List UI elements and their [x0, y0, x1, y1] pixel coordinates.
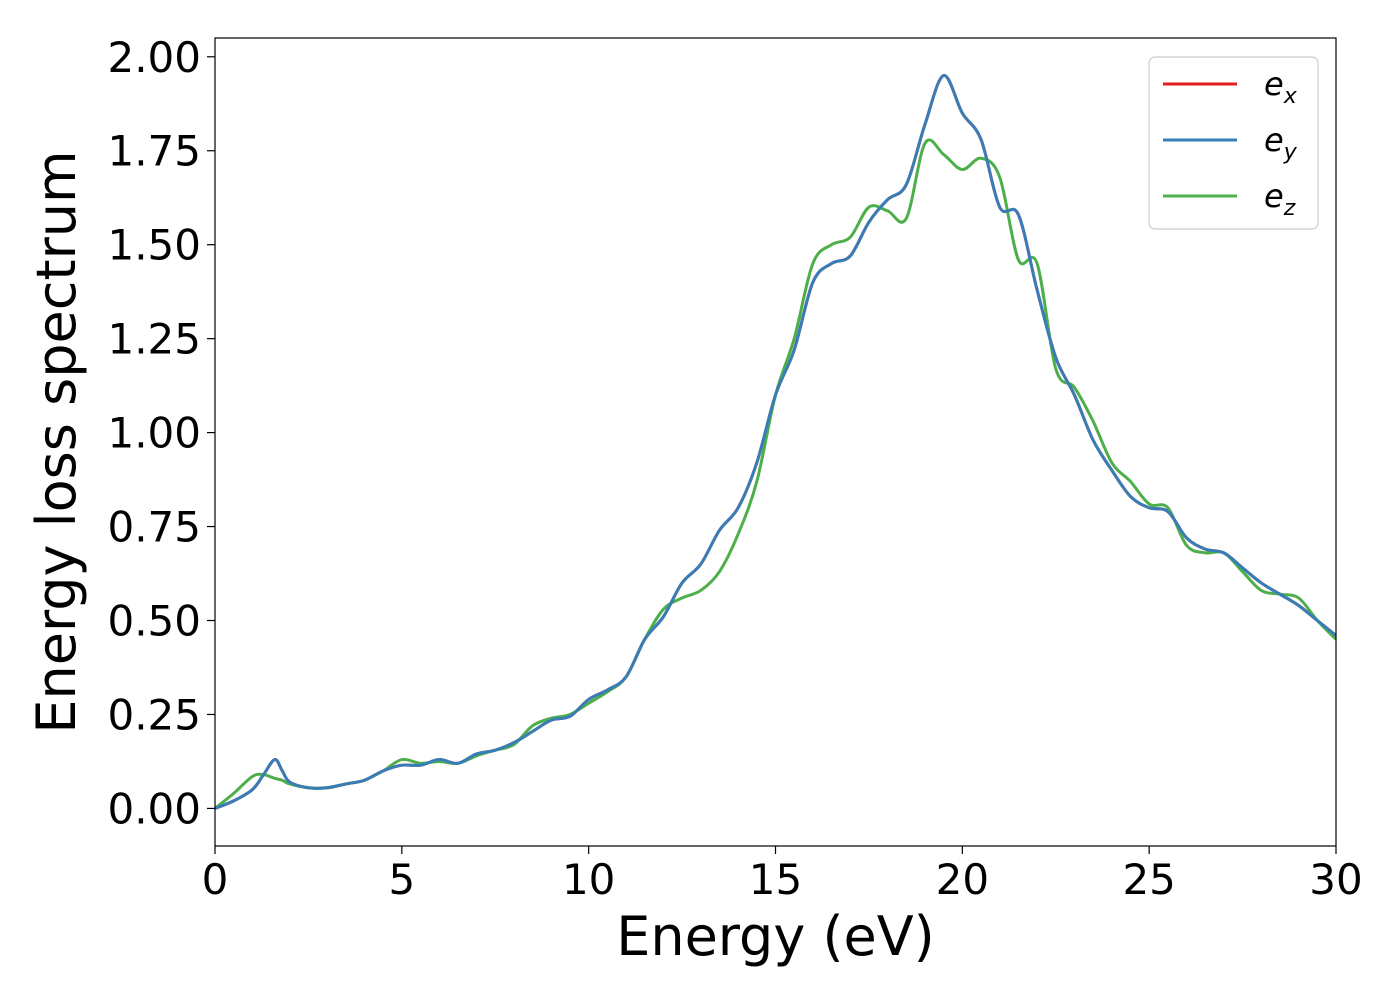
- x-axis: 0 5 10 15 20 25 30: [202, 846, 1363, 904]
- x-tick-label: 15: [749, 855, 802, 904]
- x-tick-label: 20: [936, 855, 989, 904]
- legend-label: ex: [1264, 65, 1298, 109]
- y-tick-label: 1.25: [107, 315, 201, 364]
- x-tick-label: 5: [388, 855, 415, 904]
- series-layer: [215, 74, 1336, 810]
- legend-label: ey: [1264, 121, 1298, 165]
- y-axis-label: Energy loss spectrum: [25, 150, 88, 733]
- y-tick-label: 1.75: [107, 127, 201, 176]
- x-tick-label: 0: [202, 855, 229, 904]
- series-line-e-y: [215, 74, 1336, 810]
- y-tick-label: 0.50: [107, 597, 201, 646]
- y-tick-label: 0.00: [107, 784, 201, 833]
- legend: ex ey ez: [1148, 56, 1319, 230]
- y-tick-label: 1.50: [107, 221, 201, 270]
- y-tick-label: 0.75: [107, 503, 201, 552]
- y-axis: 0.00 0.25 0.50 0.75 1.00 1.25 1.50 1.75 2.00: [107, 33, 215, 833]
- y-tick-label: 1.00: [107, 409, 201, 458]
- series-line-e-z: [215, 138, 1336, 810]
- legend-label: ez: [1264, 177, 1296, 221]
- x-axis-label: Energy (eV): [616, 905, 935, 968]
- y-tick-label: 2.00: [107, 33, 201, 82]
- x-tick-label: 25: [1122, 855, 1175, 904]
- x-tick-label: 30: [1309, 855, 1362, 904]
- legend-box: [1148, 56, 1319, 230]
- y-tick-label: 0.25: [107, 690, 201, 739]
- x-tick-label: 10: [562, 855, 615, 904]
